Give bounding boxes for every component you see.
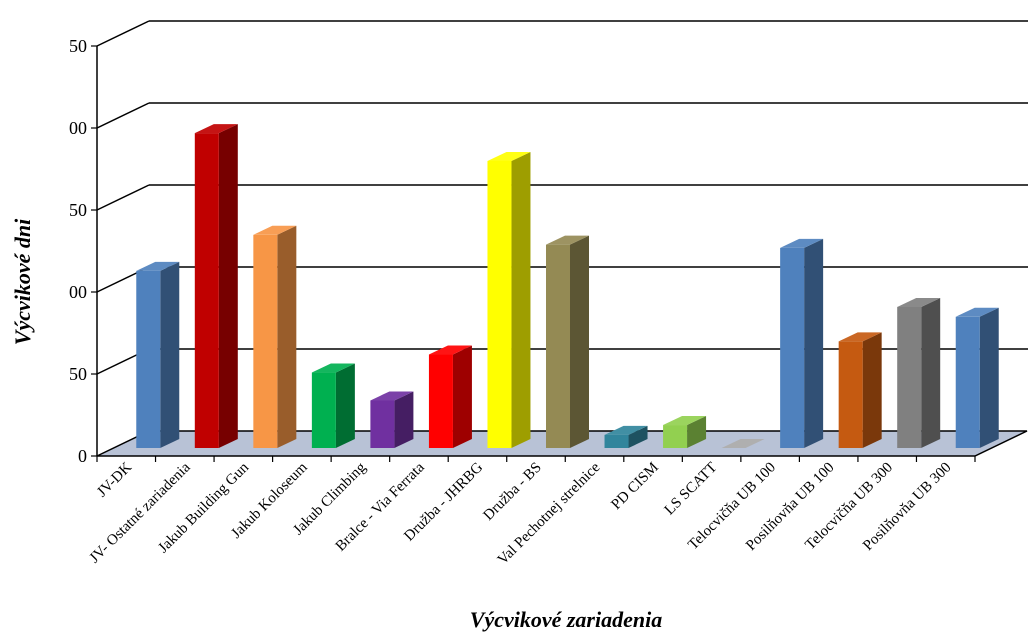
bar-side xyxy=(921,297,941,448)
bar-front xyxy=(253,234,278,448)
gridline-side xyxy=(96,184,150,211)
x-tick-label: Družba - BS xyxy=(480,460,544,524)
bar-side xyxy=(570,235,589,448)
bar-front xyxy=(194,133,219,448)
bar xyxy=(428,345,472,448)
bar-side xyxy=(335,363,355,448)
bar-top xyxy=(428,345,472,355)
bar-side xyxy=(804,238,824,448)
bar xyxy=(311,363,355,448)
x-tick-label: PD CISM xyxy=(608,460,661,513)
bar-side xyxy=(218,124,238,449)
bar-front xyxy=(663,425,688,448)
bar xyxy=(780,238,824,448)
gridline-side xyxy=(96,102,150,129)
y-axis-ticks: 0 50 00 50 00 50 xyxy=(69,36,97,466)
bar xyxy=(721,439,765,448)
y-tick-label: 50 xyxy=(69,364,87,384)
x-tick-label: Val Pechotnej strelnice xyxy=(495,459,604,568)
bar xyxy=(487,152,531,448)
bar xyxy=(370,391,414,448)
bar-front xyxy=(136,270,161,448)
bar-top xyxy=(663,416,707,426)
bar-side xyxy=(511,152,531,448)
x-tick-label: LS SCATT xyxy=(662,460,721,519)
bar-top xyxy=(604,425,648,435)
x-tick-label: JV- Ostatné zariadenia xyxy=(87,459,194,566)
bar-side xyxy=(277,225,297,448)
bar-side xyxy=(979,307,999,448)
bar-side xyxy=(160,261,180,448)
bar-front xyxy=(838,341,863,448)
bar-side xyxy=(394,391,414,448)
bar-side xyxy=(687,416,707,448)
bar-top xyxy=(546,235,589,245)
bar-top xyxy=(897,297,941,307)
bar-top xyxy=(487,152,531,161)
y-tick-label: 00 xyxy=(69,282,87,302)
bar-top xyxy=(136,261,180,271)
chart-bars xyxy=(136,124,999,449)
bar-front xyxy=(780,247,805,448)
bar-front xyxy=(897,306,922,448)
x-tick-label: JV-DK xyxy=(94,459,135,500)
bar xyxy=(955,307,999,448)
bar xyxy=(604,425,648,448)
bar xyxy=(838,332,882,448)
bar-front xyxy=(311,372,336,448)
bar xyxy=(253,225,297,448)
bar-top xyxy=(780,238,824,248)
x-axis-title: Výcvikové zariadenia xyxy=(470,607,662,632)
bar-top xyxy=(955,307,999,317)
bar-front xyxy=(370,400,395,448)
bar xyxy=(194,124,238,449)
y-tick-label: 00 xyxy=(69,118,87,138)
bar-top xyxy=(838,332,882,342)
bar-top xyxy=(194,124,238,134)
y-tick-label: 50 xyxy=(69,36,87,56)
bar xyxy=(663,416,707,448)
bar-front xyxy=(955,316,980,448)
bar-front xyxy=(428,354,453,448)
bar-front xyxy=(604,434,629,448)
y-tick-label: 0 xyxy=(78,446,87,466)
gridline-side xyxy=(96,20,150,47)
y-tick-label: 50 xyxy=(69,200,87,220)
bar-top xyxy=(721,439,765,448)
bar-front xyxy=(546,244,570,448)
bar xyxy=(546,235,589,448)
y-axis-title: Výcvikové dni xyxy=(10,218,35,345)
bar-top xyxy=(311,363,355,373)
bar xyxy=(136,261,180,448)
bar-front xyxy=(487,161,512,448)
bar-top xyxy=(370,391,414,401)
bar-side xyxy=(452,345,472,448)
bar-top xyxy=(253,225,297,235)
bar-side xyxy=(628,425,648,448)
bar-side xyxy=(862,332,882,448)
bar xyxy=(897,297,941,448)
